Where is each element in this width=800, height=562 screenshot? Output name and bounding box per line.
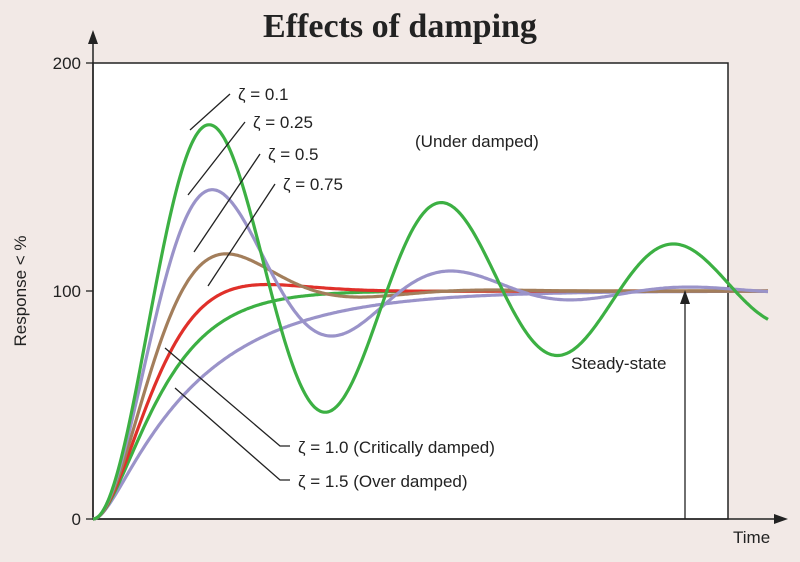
series-leader-line	[189, 93, 231, 131]
series-leader-line	[187, 121, 246, 196]
series-leader-line	[207, 183, 276, 287]
series-label: ζ = 0.25	[253, 113, 313, 132]
y-tick-label: 100	[53, 282, 81, 301]
series-label: ζ = 0.75	[283, 175, 343, 194]
chart-title: Effects of damping	[263, 8, 537, 45]
axes	[88, 30, 788, 524]
series-line-zeta-0-5	[92, 252, 769, 521]
under-damped-annotation: (Under damped)	[415, 132, 539, 151]
series-leader-line	[174, 387, 290, 481]
series-line-zeta-0-25	[92, 188, 769, 521]
series-leader-line	[164, 347, 290, 447]
y-tick-label: 0	[72, 510, 81, 529]
x-axis-label: Time	[733, 528, 770, 547]
steady-state-annotation: Steady-state	[571, 354, 666, 373]
y-axis-arrow	[88, 30, 98, 44]
x-axis-arrow	[774, 514, 788, 524]
y-tick-label: 200	[53, 54, 81, 73]
series-label: ζ = 1.0 (Critically damped)	[298, 438, 495, 457]
series-label: ζ = 1.5 (Over damped)	[298, 472, 468, 491]
series-leader-line	[193, 153, 261, 253]
series-label: ζ = 0.1	[238, 85, 289, 104]
y-axis-label: Response < %	[11, 235, 30, 346]
series-line-zeta-0-1	[92, 123, 769, 521]
series-label: ζ = 0.5	[268, 145, 319, 164]
steady-state-arrow	[680, 290, 690, 519]
